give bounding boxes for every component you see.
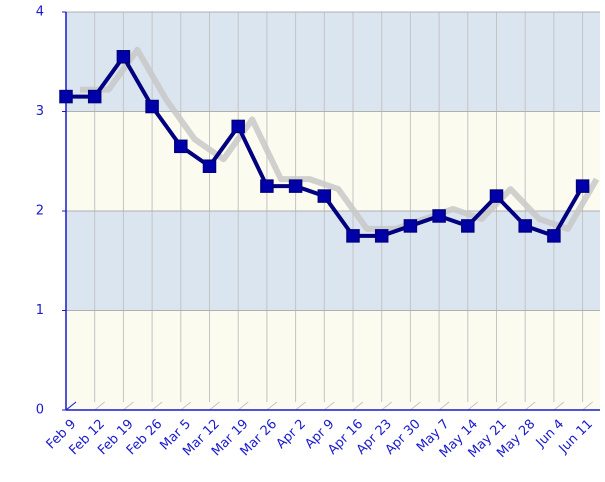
floor-line — [123, 401, 134, 411]
marker — [432, 209, 446, 223]
marker — [116, 50, 131, 64]
floor-line — [524, 401, 536, 411]
y-tick-label: 1 — [36, 303, 44, 318]
floor-line — [410, 401, 421, 411]
marker — [575, 179, 590, 193]
floor-line — [496, 401, 507, 411]
floor-line — [323, 401, 335, 411]
band — [66, 111, 600, 211]
marker — [518, 219, 532, 233]
x-axis-back — [65, 401, 77, 411]
floor-line — [381, 401, 393, 411]
marker — [87, 89, 102, 104]
floor-line — [94, 401, 106, 411]
floor-line — [237, 401, 249, 411]
marker — [174, 139, 188, 154]
floor-line — [352, 401, 364, 411]
marker — [374, 229, 389, 243]
marker — [346, 229, 360, 243]
floor-line — [295, 401, 306, 411]
band — [66, 211, 600, 311]
marker — [260, 179, 274, 193]
band — [66, 12, 600, 112]
marker — [461, 219, 475, 233]
marker — [489, 189, 504, 203]
marker — [547, 229, 561, 243]
floor-line — [582, 401, 593, 411]
marker — [59, 89, 73, 104]
floor-line — [180, 401, 192, 411]
marker — [288, 179, 303, 193]
marker — [231, 119, 245, 134]
floor-line — [467, 401, 479, 411]
marker — [403, 219, 418, 233]
line-shadow — [80, 46, 600, 232]
y-tick-label: 4 — [36, 5, 44, 20]
x-tick-label: Apr 2 — [274, 417, 309, 452]
floor-line — [553, 401, 565, 411]
y-tick-label: 2 — [36, 204, 44, 219]
y-tick-label: 0 — [36, 403, 44, 418]
floor-line — [151, 401, 163, 411]
band — [66, 310, 600, 410]
marker — [317, 189, 332, 203]
floor-line — [209, 401, 220, 411]
marker — [145, 99, 159, 114]
y-tick-label: 3 — [36, 104, 44, 119]
floor-line — [266, 401, 278, 411]
floor-line — [438, 401, 450, 411]
marker — [202, 159, 217, 173]
